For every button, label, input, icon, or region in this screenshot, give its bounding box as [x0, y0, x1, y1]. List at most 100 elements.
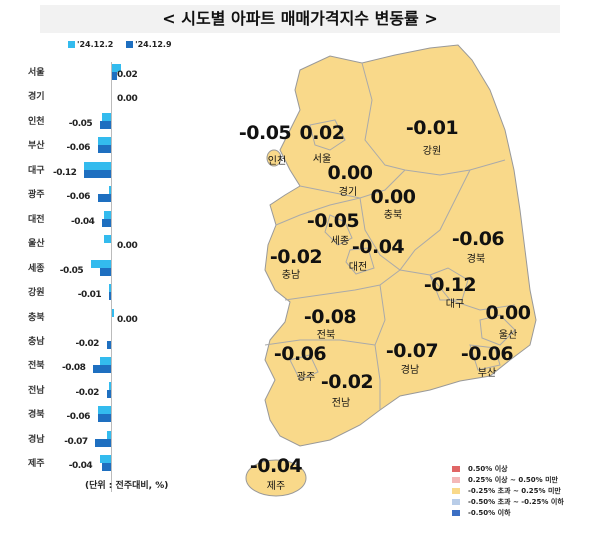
- bar-prev-week: [108, 186, 111, 195]
- map-region-name: 인천: [267, 156, 287, 167]
- map-region-value: -0.04: [249, 455, 303, 477]
- bar-curr-week: [97, 414, 111, 423]
- bar-data-label: -0.04: [68, 461, 93, 472]
- map-region-name: 전북: [316, 330, 336, 341]
- map-region-value: 0.00: [327, 162, 373, 184]
- bar-data-label: -0.02: [75, 338, 100, 349]
- bar-prev-week: [99, 455, 111, 464]
- bar-data-label: -0.05: [68, 118, 93, 129]
- legend-label: 0.25% 이상 ~ 0.50% 미만: [468, 476, 558, 484]
- map-region-value: -0.02: [320, 371, 374, 393]
- bar-category-label: 대구: [28, 165, 45, 176]
- map-region-name: 부산: [477, 368, 497, 379]
- map-region-name: 경남: [400, 365, 420, 376]
- map-region-value: 0.00: [485, 302, 531, 324]
- legend-label: 0.50% 이상: [468, 465, 508, 473]
- map-region-name: 대전: [348, 262, 368, 273]
- bar-chart-axis: [111, 62, 112, 492]
- bar-chart-legend: '24.12.2 '24.12.9: [68, 40, 182, 49]
- bar-data-label: -0.02: [75, 387, 100, 398]
- map-legend: 0.50% 이상 0.25% 이상 ~ 0.50% 미만 -0.25% 초과 ~ 0…: [452, 464, 564, 519]
- bar-data-label: -0.07: [64, 436, 88, 447]
- bar-category-label: 충남: [28, 336, 45, 347]
- page-title: < 시도별 아파트 매매가격지수 변동률 >: [40, 5, 560, 33]
- bar-curr-week: [108, 292, 111, 301]
- bar-curr-week: [95, 438, 111, 447]
- map-region-name: 세종: [330, 236, 350, 247]
- bar-data-label: -0.01: [77, 290, 102, 301]
- bar-category-label: 충북: [28, 312, 45, 323]
- legend-label: -0.50% 이하: [468, 509, 511, 517]
- legend-swatch: [452, 466, 460, 472]
- map-boundaries: [264, 62, 516, 410]
- legend-swatch: [452, 477, 460, 483]
- map-mainland: [264, 44, 537, 447]
- bar-curr-week: [102, 463, 111, 472]
- map-region-name: 제주: [266, 481, 286, 492]
- bar-data-label: -0.06: [66, 192, 91, 203]
- bar-prev-week: [90, 259, 111, 268]
- bar-data-label: -0.08: [62, 363, 86, 374]
- map-legend-item: -0.25% 초과 ~ 0.25% 미만: [452, 486, 564, 497]
- bar-category-label: 강원: [28, 288, 45, 299]
- legend-label: -0.25% 초과 ~ 0.25% 미만: [468, 487, 561, 495]
- bar-category-label: 광주: [28, 190, 45, 201]
- bar-curr-week: [106, 389, 111, 398]
- bar-prev-week: [108, 381, 111, 390]
- map-region-value: -0.06: [460, 343, 514, 365]
- bar-data-label: -0.06: [66, 412, 91, 423]
- bar-prev-week: [102, 112, 111, 121]
- bar-curr-week: [102, 218, 111, 227]
- bar-category-label: 인천: [28, 116, 45, 127]
- bar-prev-week: [84, 161, 111, 170]
- bar-data-label: 0.02: [117, 70, 138, 80]
- legend-label: '24.12.9: [135, 40, 172, 49]
- bar-prev-week: [99, 357, 111, 366]
- bar-data-label: -0.12: [53, 167, 77, 178]
- bar-curr-week: [99, 267, 111, 276]
- map-region-value: -0.05: [306, 210, 360, 232]
- bar-category-label: 전남: [28, 385, 45, 396]
- map-legend-item: 0.50% 이상: [452, 464, 564, 475]
- map-region-value: -0.12: [423, 274, 477, 296]
- map-region-value: -0.02: [269, 246, 323, 268]
- bar-prev-week: [97, 137, 111, 146]
- map-region-name: 경북: [466, 254, 486, 265]
- map-region-name: 서울: [312, 154, 332, 165]
- bar-prev-week: [108, 284, 111, 293]
- bar-curr-week: [106, 340, 111, 349]
- legend-item-prev: '24.12.2: [68, 40, 113, 49]
- bar-category-label: 경남: [28, 434, 45, 445]
- map-region-name: 울산: [498, 330, 518, 341]
- bar-data-label: 0.00: [117, 94, 138, 105]
- unit-note: (단위 : 전주대비, %): [85, 481, 169, 491]
- bar-category-label: 울산: [28, 239, 45, 250]
- bar-data-label: 0.00: [117, 314, 138, 325]
- bar-curr-week: [112, 72, 117, 80]
- legend-item-curr: '24.12.9: [126, 40, 172, 49]
- bar-prev-week: [97, 406, 111, 415]
- map-region-name: 전남: [331, 398, 351, 409]
- legend-label: -0.50% 초과 ~ -0.25% 이하: [468, 498, 564, 506]
- map-region-name: 충남: [281, 270, 301, 281]
- map-region-name: 경기: [338, 187, 358, 198]
- map-region-name: 충북: [383, 210, 403, 221]
- bar-category-label: 제주: [28, 459, 45, 470]
- map-region-value: 0.02: [299, 122, 345, 144]
- bar-category-label: 부산: [28, 141, 45, 152]
- map-region-value: -0.04: [351, 236, 405, 258]
- bar-category-label: 경기: [28, 92, 45, 103]
- bar-category-label: 세종: [28, 263, 45, 274]
- bar-prev-week: [104, 235, 111, 244]
- bar-curr-week: [97, 194, 111, 203]
- map-region-value: -0.08: [303, 306, 357, 328]
- map-region-value: -0.05: [238, 122, 292, 144]
- map-incheon-island: [266, 149, 282, 167]
- map-legend-item: -0.50% 이하: [452, 508, 564, 519]
- map-region-value: -0.06: [451, 228, 505, 250]
- map-region-value: -0.01: [405, 117, 459, 139]
- bar-data-label: -0.06: [66, 143, 91, 154]
- map-region-name: 광주: [296, 372, 316, 383]
- bar-category-label: 경북: [28, 410, 45, 421]
